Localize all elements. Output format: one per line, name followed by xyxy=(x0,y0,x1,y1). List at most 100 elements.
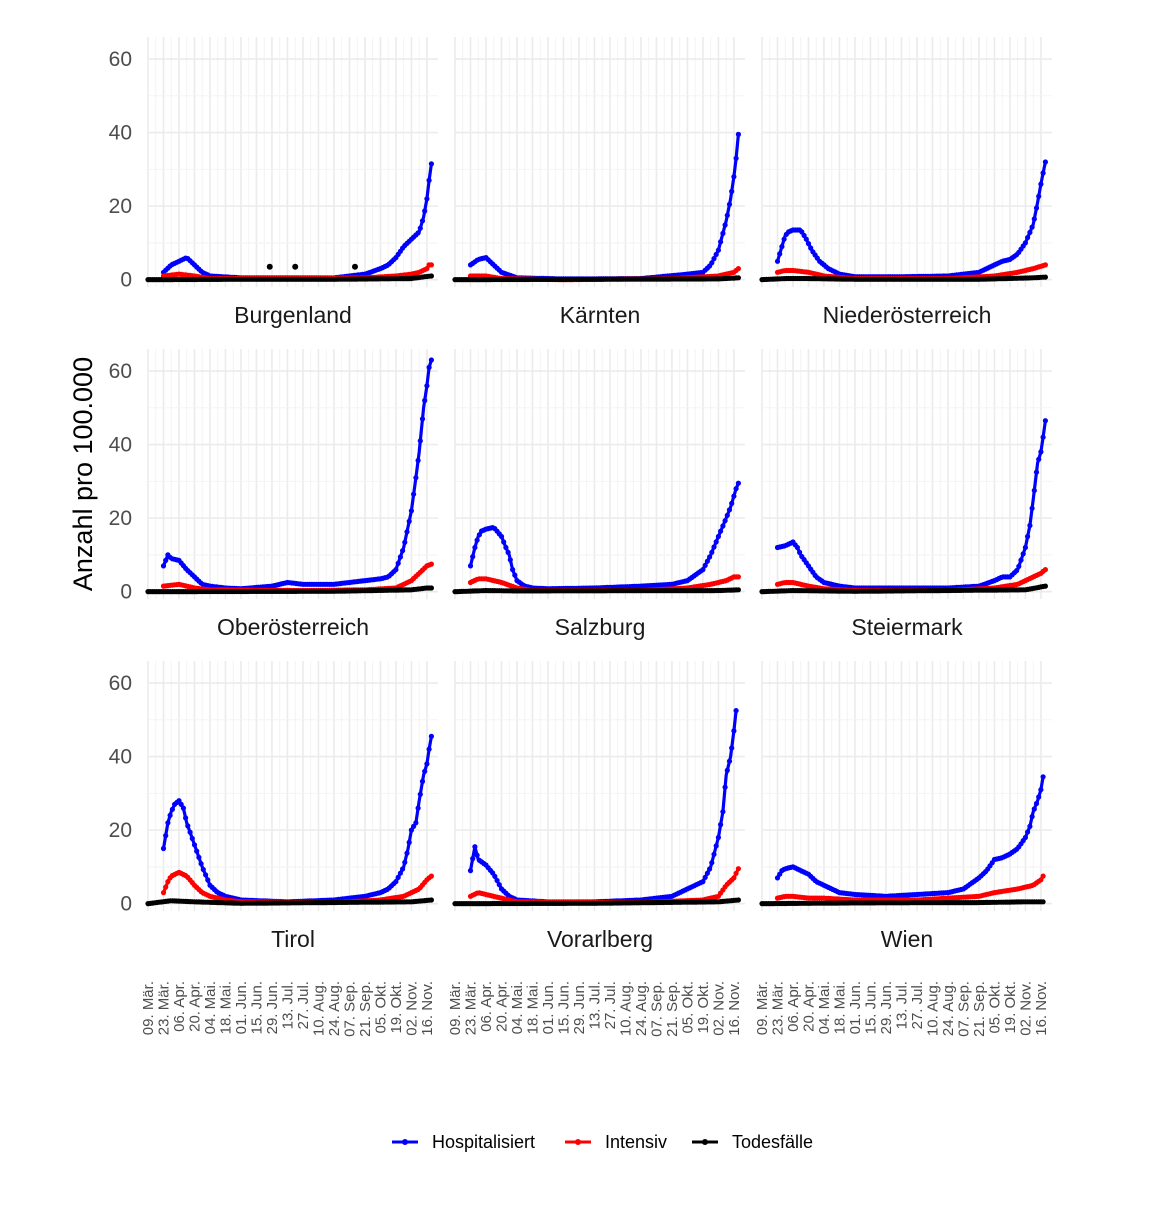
data-point-hospitalisiert xyxy=(470,856,476,862)
facet-panel-salzburg: Salzburg xyxy=(452,349,745,640)
facet-strip-label: Salzburg xyxy=(555,614,646,640)
data-point-hospitalisiert xyxy=(424,196,430,202)
data-point-hospitalisiert xyxy=(400,866,406,872)
data-point-hospitalisiert xyxy=(419,778,426,785)
x-tick-label: 16. Nov. xyxy=(726,981,743,1036)
data-point-hospitalisiert xyxy=(413,820,419,826)
data-point-hospitalisiert xyxy=(1033,800,1040,807)
facet-panel-niederösterreich: Niederösterreich xyxy=(759,37,1052,328)
data-point-intensiv xyxy=(735,866,742,872)
data-point-hospitalisiert xyxy=(794,544,801,551)
x-tick-label: 21. Sep. xyxy=(357,981,374,1037)
data-point-hospitalisiert xyxy=(417,225,423,231)
data-point-hospitalisiert xyxy=(1042,418,1048,424)
x-tick-label: 29. Jun. xyxy=(264,981,281,1034)
data-point-hospitalisiert xyxy=(191,842,198,848)
data-point-todesfälle xyxy=(428,273,434,279)
data-point-hospitalisiert xyxy=(187,829,193,835)
data-point-hospitalisiert xyxy=(1025,533,1031,540)
data-point-intensiv xyxy=(428,873,434,879)
data-point-hospitalisiert xyxy=(774,258,781,264)
y-tick-label: 40 xyxy=(109,434,132,457)
y-tick-label: 60 xyxy=(109,672,132,695)
x-tick-label: 07. Sep. xyxy=(341,981,358,1037)
facet-panel-burgenland: 0 20 40 60 Burgenland xyxy=(109,37,438,328)
facet-strip-label: Steiermark xyxy=(851,614,963,640)
data-point-hospitalisiert xyxy=(428,357,434,363)
data-point-hospitalisiert xyxy=(492,873,498,879)
data-point-hospitalisiert xyxy=(203,872,209,878)
legend-label: Intensiv xyxy=(605,1132,667,1152)
data-point-hospitalisiert xyxy=(424,383,430,389)
y-tick-label: 40 xyxy=(109,122,132,145)
x-tick-label: 06. Apr. xyxy=(478,981,495,1032)
data-point-hospitalisiert xyxy=(805,241,812,247)
x-tick-label: 07. Sep. xyxy=(955,981,972,1037)
legend-key-point xyxy=(575,1139,581,1145)
legend: Hospitalisiert Intensiv Todesfälle xyxy=(392,1132,813,1152)
y-tick-label: 60 xyxy=(109,360,132,383)
data-point-hospitalisiert xyxy=(1038,449,1044,455)
data-point-hospitalisiert xyxy=(722,518,728,524)
data-point-hospitalisiert xyxy=(1042,159,1048,165)
data-point-hospitalisiert xyxy=(498,533,505,540)
data-point-hospitalisiert xyxy=(707,554,713,560)
data-point-hospitalisiert xyxy=(779,244,785,250)
data-point-hospitalisiert xyxy=(720,523,726,529)
data-point-hospitalisiert xyxy=(512,572,518,578)
data-point-hospitalisiert xyxy=(797,549,803,556)
data-point-hospitalisiert xyxy=(1036,794,1042,800)
x-tick-label: 04. Mai. xyxy=(509,981,526,1034)
data-point-intensiv xyxy=(1042,262,1048,268)
x-tick-label: 02. Nov. xyxy=(403,981,420,1036)
data-point-hospitalisiert xyxy=(1027,229,1033,235)
data-point-hospitalisiert xyxy=(395,874,401,881)
data-point-hospitalisiert xyxy=(1014,568,1020,574)
data-point-hospitalisiert xyxy=(426,177,432,183)
facet-panel-vorarlberg: Vorarlberg 09. Mär.23. Mär.06. Apr.20. Ap… xyxy=(447,661,745,1037)
facet-strip-label: Oberösterreich xyxy=(217,614,369,640)
data-point-hospitalisiert xyxy=(1038,181,1044,187)
data-point-intensiv xyxy=(428,262,434,268)
x-tick-label: 23. Mär. xyxy=(769,981,786,1035)
y-tick-label: 0 xyxy=(120,581,132,604)
data-point-hospitalisiert xyxy=(735,131,742,137)
x-tick-label: 24. Aug. xyxy=(940,981,957,1036)
data-point-hospitalisiert xyxy=(702,874,708,881)
data-point-hospitalisiert xyxy=(1025,829,1031,835)
data-point-intensiv xyxy=(735,574,742,580)
facet-panel-kärnten: Kärnten xyxy=(452,37,745,328)
data-point-hospitalisiert xyxy=(1016,563,1022,570)
data-point-hospitalisiert xyxy=(503,544,509,551)
data-point-hospitalisiert xyxy=(205,877,211,883)
x-tick-label: 07. Sep. xyxy=(648,981,665,1037)
x-tick-label: 04. Mai. xyxy=(202,981,219,1034)
data-point-hospitalisiert xyxy=(496,882,502,888)
data-point-hospitalisiert xyxy=(1040,434,1046,440)
x-tick-label: 29. Jun. xyxy=(878,981,895,1034)
data-point-hospitalisiert xyxy=(1022,240,1028,246)
data-point-hospitalisiert xyxy=(509,567,516,573)
data-point-intensiv xyxy=(163,884,169,890)
data-point-hospitalisiert xyxy=(393,567,399,573)
data-point-hospitalisiert xyxy=(724,767,730,774)
data-point-hospitalisiert xyxy=(1038,787,1044,793)
data-point-hospitalisiert xyxy=(417,791,423,797)
x-tick-label: 05. Okt. xyxy=(986,981,1003,1034)
data-point-hospitalisiert xyxy=(167,812,173,819)
data-point-hospitalisiert xyxy=(397,554,403,560)
data-point-hospitalisiert xyxy=(198,861,204,867)
data-point-hospitalisiert xyxy=(408,508,414,514)
data-point-hospitalisiert xyxy=(1033,205,1040,211)
x-tick-label: 10. Aug. xyxy=(617,981,634,1036)
data-point-hospitalisiert xyxy=(194,848,200,854)
legend-label: Hospitalisiert xyxy=(432,1132,535,1152)
data-point-hospitalisiert xyxy=(715,533,722,540)
data-point-hospitalisiert xyxy=(724,212,730,218)
x-tick-label: 02. Nov. xyxy=(1017,981,1034,1036)
data-point-hospitalisiert xyxy=(722,222,728,228)
x-tick-label: 18. Mai. xyxy=(524,981,541,1034)
data-point-hospitalisiert xyxy=(200,866,206,873)
x-tick-label: 21. Sep. xyxy=(664,981,681,1037)
y-tick-label: 0 xyxy=(120,269,132,292)
